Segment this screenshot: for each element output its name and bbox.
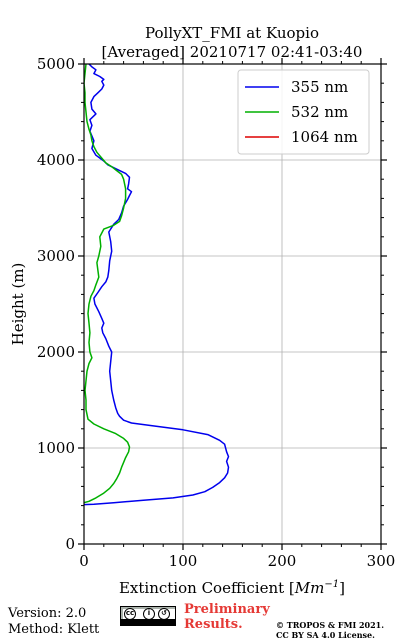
extinction-profile-chart: PollyXT_FMI at Kuopio [Averaged] 2021071… [9, 24, 395, 597]
chart-title-line1: PollyXT_FMI at Kuopio [145, 24, 319, 42]
x-tick-label-1: 100 [169, 552, 198, 570]
chart-title-line2: [Averaged] 20210717 02:41-03:40 [102, 43, 363, 61]
preliminary-line2: Results. [184, 617, 243, 632]
preliminary-line1: Preliminary [184, 602, 270, 617]
copyright-line1: © TROPOS & FMI 2021. [276, 620, 385, 630]
series-line-355-nm [84, 64, 230, 506]
legend-label-532-nm: 532 nm [291, 103, 348, 121]
x-tick-label-2: 200 [268, 552, 297, 570]
preliminary-results-text: Preliminary Results. [184, 602, 270, 632]
copyright-line2: CC BY SA 4.0 License. [276, 630, 375, 640]
x-tick-label-3: 300 [367, 552, 396, 570]
x-axis-label: Extinction Coefficient [Mm−1] [119, 579, 345, 597]
method-text: Method: Klett [8, 622, 100, 637]
copyright-text: © TROPOS & FMI 2021. CC BY SA 4.0 Licens… [276, 620, 384, 640]
legend-box [237, 69, 370, 155]
plot-frame [83, 63, 382, 545]
y-tick-label-3: 3000 [37, 247, 75, 265]
y-axis-ticks: 0 1000 2000 3000 4000 5000 [37, 55, 387, 553]
y-tick-label-4: 4000 [37, 151, 75, 169]
series-layer [84, 64, 230, 506]
legend: 355 nm 532 nm 1064 nm [237, 69, 370, 155]
cc-by-sa-license-icon: cc i ↺ [120, 606, 176, 626]
y-axis-label: Height (m) [9, 263, 27, 346]
legend-label-355-nm: 355 nm [291, 78, 348, 96]
y-tick-label-2: 2000 [37, 343, 75, 361]
series-line-532-nm [84, 64, 131, 504]
y-tick-label-5: 5000 [37, 55, 75, 73]
x-axis-ticks: 0 100 200 300 [79, 58, 395, 570]
x-tick-label-0: 0 [79, 552, 89, 570]
y-tick-label-1: 1000 [37, 439, 75, 457]
y-tick-label-0: 0 [65, 535, 75, 553]
legend-label-1064-nm: 1064 nm [291, 128, 358, 146]
version-text: Version: 2.0 [8, 606, 87, 621]
